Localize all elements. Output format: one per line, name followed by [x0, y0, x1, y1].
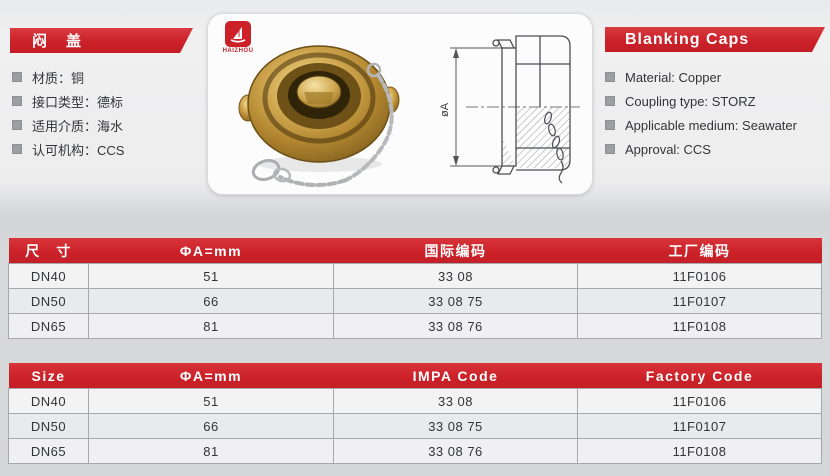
data-cell: 11F0106 — [577, 388, 822, 414]
bullet-square-icon — [12, 144, 22, 154]
haizhou-logo-icon — [225, 21, 251, 47]
data-cell: 66 — [88, 288, 334, 314]
bullet-square-icon — [605, 96, 615, 106]
data-cell: 11F0108 — [577, 438, 822, 464]
spec-table-cn: 尺 寸 ΦA=mm 国际编码 工厂编码 DN40 51 33 08 11F010… — [8, 238, 822, 339]
data-cell: 33 08 — [333, 388, 578, 414]
section-title-cn-label: 闷 盖 — [32, 33, 84, 50]
data-cell: 81 — [88, 313, 334, 339]
data-cell: 66 — [88, 413, 334, 439]
spec-label: 接口类型：德标 — [32, 94, 124, 110]
table-row: DN65 81 33 08 76 11F0108 — [8, 313, 822, 339]
table-row: DN50 66 33 08 75 11F0107 — [8, 288, 822, 314]
bullet-square-icon — [12, 72, 22, 82]
bullet-square-icon — [605, 120, 615, 130]
table-header-row: Size ΦA=mm IMPA Code Factory Code — [8, 363, 822, 389]
brand-logo: HAIZHOU — [218, 21, 258, 54]
header-cell: ΦA=mm — [88, 238, 334, 264]
data-cell: DN40 — [8, 263, 89, 289]
spec-table-en: Size ΦA=mm IMPA Code Factory Code DN40 5… — [8, 363, 822, 464]
dimension-label: øA — [439, 102, 451, 117]
data-cell: 11F0107 — [577, 288, 822, 314]
table-row: DN50 66 33 08 75 11F0107 — [8, 413, 822, 439]
header-cell: 工厂编码 — [577, 238, 822, 264]
brand-name: HAIZHOU — [222, 48, 254, 54]
list-item: Material: Copper — [605, 65, 797, 89]
table-row: DN65 81 33 08 76 11F0108 — [8, 438, 822, 464]
data-cell: 33 08 75 — [333, 413, 578, 439]
header-cell: Size — [8, 363, 89, 389]
list-item: Approval: CCS — [605, 137, 797, 161]
product-card: HAIZHOU — [207, 13, 593, 195]
header-cell: 尺 寸 — [8, 238, 89, 264]
list-item: 认可机构：CCS — [12, 137, 124, 161]
list-item: 适用介质：海水 — [12, 113, 124, 137]
spec-label: Applicable medium: Seawater — [625, 117, 797, 133]
spec-list-en: Material: Copper Coupling type: STORZ Ap… — [605, 65, 797, 161]
header-cell: IMPA Code — [333, 363, 578, 389]
data-cell: DN50 — [8, 288, 89, 314]
data-cell: 33 08 75 — [333, 288, 578, 314]
data-cell: 33 08 76 — [333, 313, 578, 339]
table-row: DN40 51 33 08 11F0106 — [8, 263, 822, 289]
data-cell: DN65 — [8, 313, 89, 339]
bullet-square-icon — [12, 120, 22, 130]
list-item: Applicable medium: Seawater — [605, 113, 797, 137]
spec-label: 材质：铜 — [32, 70, 85, 86]
spec-label: Coupling type: STORZ — [625, 93, 756, 109]
data-cell: DN65 — [8, 438, 89, 464]
spec-label: Material: Copper — [625, 69, 722, 85]
header-cell: 国际编码 — [333, 238, 578, 264]
header-cell: Factory Code — [577, 363, 822, 389]
data-cell: 11F0108 — [577, 313, 822, 339]
data-cell: DN50 — [8, 413, 89, 439]
bullet-square-icon — [605, 144, 615, 154]
spec-label: 认可机构：CCS — [32, 142, 125, 158]
technical-drawing-image: øA — [439, 35, 580, 184]
bullet-square-icon — [12, 96, 22, 106]
list-item: 材质：铜 — [12, 65, 124, 89]
spec-list-cn: 材质：铜 接口类型：德标 适用介质：海水 认可机构：CCS — [12, 65, 124, 161]
data-cell: 81 — [88, 438, 334, 464]
list-item: 接口类型：德标 — [12, 89, 124, 113]
data-cell: 33 08 76 — [333, 438, 578, 464]
spec-label: 适用介质：海水 — [32, 118, 124, 134]
section-title-en-label: Blanking Caps — [625, 30, 750, 48]
product-photo-image — [238, 45, 400, 188]
list-item: Coupling type: STORZ — [605, 89, 797, 113]
data-cell: DN40 — [8, 388, 89, 414]
table-header-row: 尺 寸 ΦA=mm 国际编码 工厂编码 — [8, 238, 822, 264]
data-cell: 11F0107 — [577, 413, 822, 439]
data-cell: 11F0106 — [577, 263, 822, 289]
bullet-square-icon — [605, 72, 615, 82]
header-cell: ΦA=mm — [88, 363, 334, 389]
spec-label: Approval: CCS — [625, 141, 711, 157]
table-row: DN40 51 33 08 11F0106 — [8, 388, 822, 414]
data-cell: 51 — [88, 263, 334, 289]
section-title-cn: 闷 盖 — [10, 28, 193, 53]
data-cell: 33 08 — [333, 263, 578, 289]
data-cell: 51 — [88, 388, 334, 414]
section-title-en: Blanking Caps — [605, 27, 825, 52]
